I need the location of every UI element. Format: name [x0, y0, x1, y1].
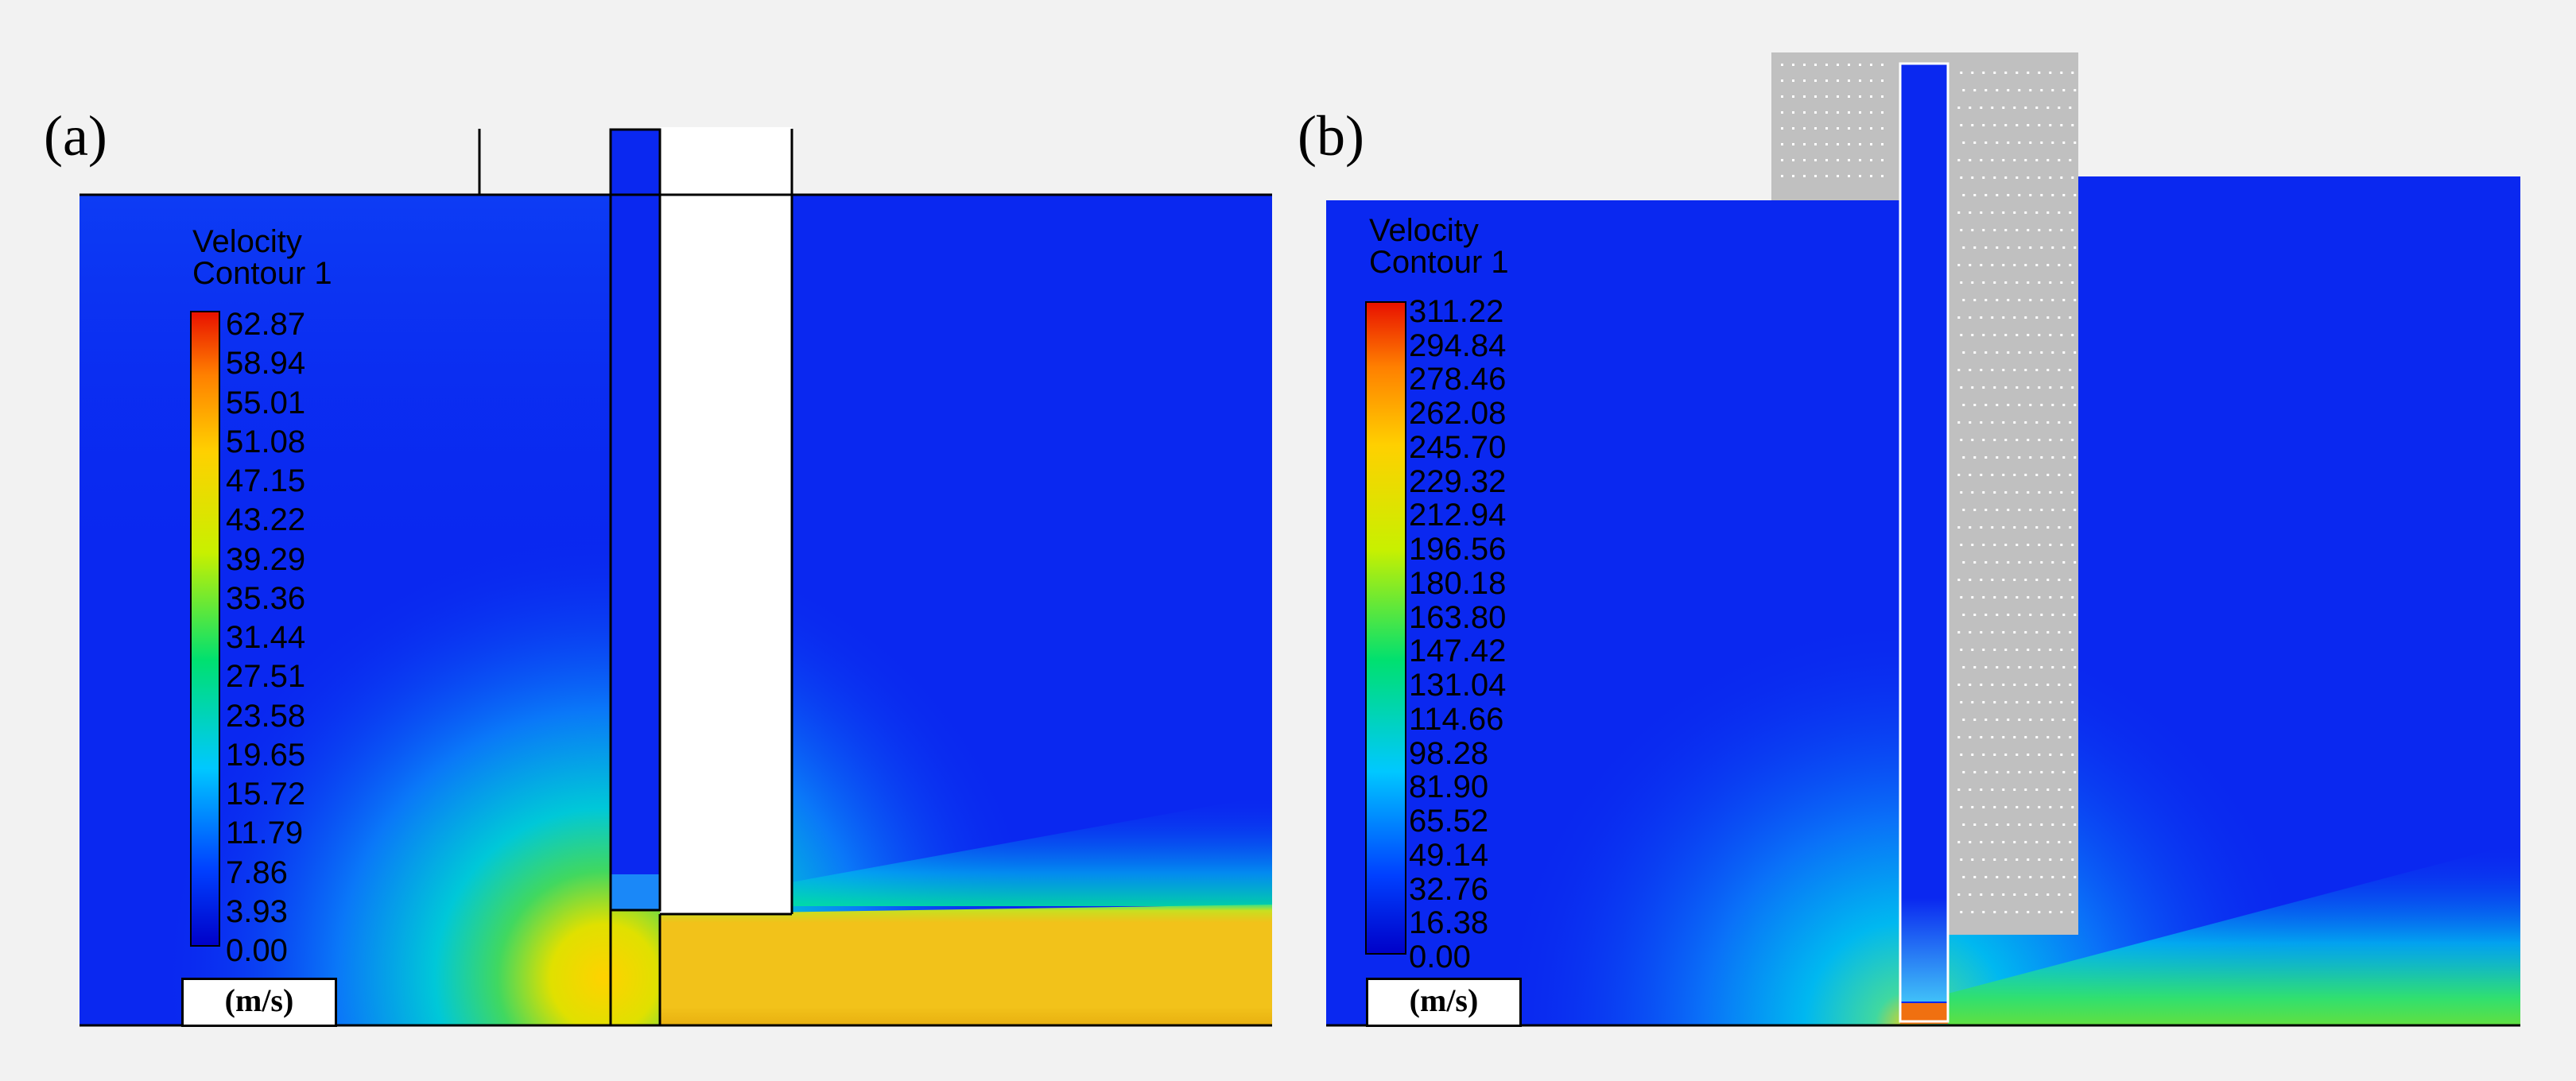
panel-b-label: (b) — [1298, 104, 1364, 168]
legend-b-tick-17: 32.76 — [1409, 871, 1489, 907]
legend-a-tick-16: 0.00 — [226, 933, 288, 968]
legend-b-tick-19: 0.00 — [1409, 940, 1471, 974]
legend-b-tick-2: 278.46 — [1409, 362, 1507, 397]
legend-a-tick-14: 7.86 — [226, 854, 288, 890]
legend-b-tick-0: 311.22 — [1409, 294, 1504, 329]
legend-b-tick-6: 212.94 — [1409, 498, 1507, 533]
legend-a-tick-3: 51.08 — [226, 424, 306, 459]
legend-b-tick-8: 180.18 — [1409, 565, 1507, 601]
legend-a-title-line1: Velocity — [192, 224, 302, 259]
legend-a-tick-4: 47.15 — [226, 463, 306, 498]
legend-a-tick-10: 23.58 — [226, 698, 306, 734]
legend-a-tick-1: 58.94 — [226, 346, 306, 382]
legend-a-tick-7: 35.36 — [226, 580, 306, 616]
legend-b-tick-15: 65.52 — [1409, 804, 1489, 839]
legend-b-tick-7: 196.56 — [1409, 532, 1507, 568]
legend-a-tick-13: 11.79 — [226, 816, 304, 851]
legend-a-tick-5: 43.22 — [226, 502, 306, 538]
legend-a-tick-12: 15.72 — [226, 777, 306, 812]
legend-b-tick-18: 16.38 — [1409, 905, 1489, 941]
legend-b-tick-11: 131.04 — [1409, 668, 1507, 703]
legend-b-tick-3: 262.08 — [1409, 396, 1507, 432]
legend-b-title-line1: Velocity — [1369, 213, 1479, 248]
legend-b-tick-5: 229.32 — [1409, 463, 1507, 499]
legend-b-tick-14: 81.90 — [1409, 769, 1489, 805]
legend-b-tick-10: 147.42 — [1409, 633, 1507, 669]
solid-dot-pattern — [1781, 64, 2077, 913]
legend-b-tick-9: 163.80 — [1409, 599, 1507, 635]
legend-a-tick-11: 19.65 — [226, 737, 306, 773]
legend-b-tick-16: 49.14 — [1409, 837, 1489, 873]
legend-b-tick-4: 245.70 — [1409, 429, 1507, 465]
legend-b-tick-12: 114.66 — [1409, 701, 1504, 737]
legend-a-tick-8: 31.44 — [226, 620, 306, 655]
legend-a-title-line2: Contour 1 — [192, 256, 332, 291]
legend-b-unit: (m/s) — [1366, 978, 1522, 1027]
legend-a-tick-9: 27.51 — [226, 659, 306, 695]
panel-a-label: (a) — [44, 104, 107, 168]
legend-b-tick-13: 98.28 — [1409, 735, 1489, 771]
legend-a-tick-2: 55.01 — [226, 385, 306, 420]
legend-a-tick-15: 3.93 — [226, 893, 288, 929]
legend-a-tick-0: 62.87 — [226, 307, 306, 342]
legend-b-tick-1: 294.84 — [1409, 327, 1507, 363]
legend-b-title-line2: Contour 1 — [1369, 245, 1509, 280]
legend-a-tick-6: 39.29 — [226, 541, 306, 577]
legend-a-unit: (m/s) — [181, 978, 337, 1027]
